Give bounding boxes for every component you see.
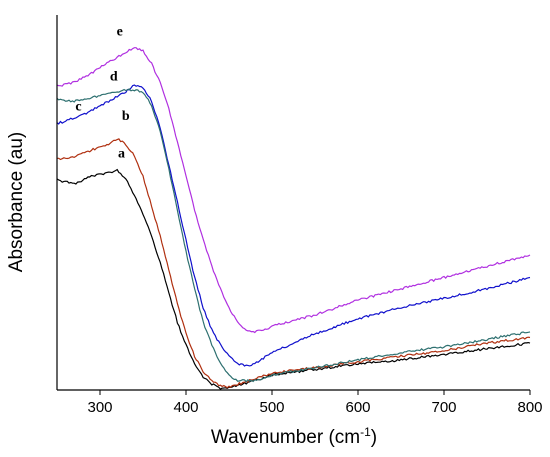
x-tick-label: 500 xyxy=(259,399,284,416)
series-label-a: a xyxy=(118,147,125,162)
x-axis-ticks: 300 400 500 600 700 800 xyxy=(87,390,543,416)
series-label-c: c xyxy=(75,100,81,115)
series-line-e xyxy=(56,47,531,334)
x-tick-label: 600 xyxy=(345,399,370,416)
y-axis-title: Absorbance (au) xyxy=(6,132,27,272)
x-tick-label: 400 xyxy=(173,399,198,416)
series-annotations: a b c d e xyxy=(75,25,130,162)
series-line-b xyxy=(57,138,531,389)
series-line-c xyxy=(56,84,531,367)
series-label-d: d xyxy=(110,70,118,85)
series-label-e: e xyxy=(117,25,123,40)
x-tick-label: 700 xyxy=(431,399,456,416)
x-tick-label: 800 xyxy=(517,399,542,416)
series-label-b: b xyxy=(122,109,130,124)
series-lines xyxy=(56,47,531,390)
x-axis-title: Wavenumber (cm-1) xyxy=(211,425,377,448)
x-tick-label: 300 xyxy=(87,399,112,416)
series-line-d xyxy=(56,88,531,383)
series-line-a xyxy=(56,168,531,390)
